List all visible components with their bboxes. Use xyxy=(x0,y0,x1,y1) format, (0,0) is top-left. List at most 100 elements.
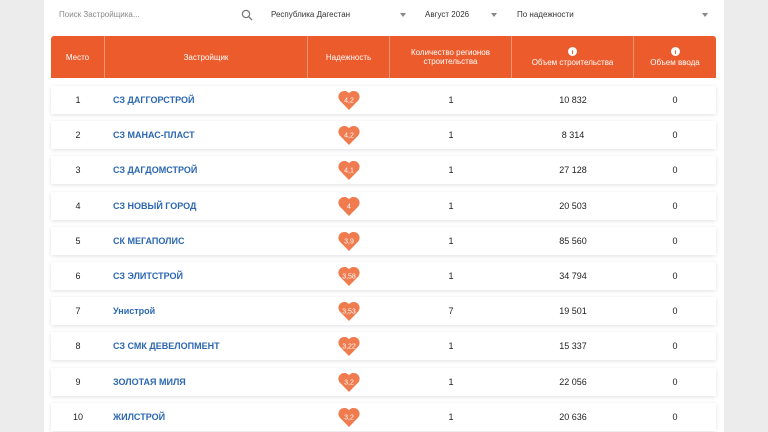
rating-value: 3,22 xyxy=(342,344,356,351)
developer-name[interactable]: ЗОЛОТАЯ МИЛЯ xyxy=(113,376,186,387)
cell: 22 056 xyxy=(559,376,587,387)
sort-select[interactable]: По надежности xyxy=(517,10,574,19)
rating-heart: 3,2 xyxy=(338,372,360,392)
rating-value: 3,53 xyxy=(342,309,356,316)
header-cell: Объем ввода xyxy=(634,36,716,78)
info-icon xyxy=(568,47,577,56)
info-mark xyxy=(674,50,676,54)
table-row: 3 СЗ ДАГДОМСТРОЙ 4,1 1 27 128 0 xyxy=(51,156,716,185)
heart-shape xyxy=(338,407,360,427)
cell: 0 xyxy=(672,235,678,246)
table-row: 9 ЗОЛОТАЯ МИЛЯ 3,2 1 22 056 0 xyxy=(51,367,716,396)
cell: 0 xyxy=(672,130,678,141)
cell: 0 xyxy=(672,411,678,422)
cell: 1 xyxy=(448,341,454,352)
rating-value: 3,58 xyxy=(342,273,356,280)
table-row: 1 СЗ ДАГГОРСТРОЙ 4,2 1 10 832 0 xyxy=(51,86,716,114)
rating-value: 3,9 xyxy=(344,238,354,245)
rating-heart: 4 xyxy=(338,196,360,216)
cell: 0 xyxy=(672,165,678,176)
cell: 20 503 xyxy=(559,200,587,211)
heart-shape xyxy=(338,372,360,392)
cell: 5 xyxy=(75,235,81,246)
developer-name[interactable]: СЗ ДАГДОМСТРОЙ xyxy=(113,165,198,176)
cell: 0 xyxy=(672,271,678,281)
rating-value: 3,2 xyxy=(344,379,354,386)
region-select[interactable]: Республика Дагестан xyxy=(271,10,351,19)
cell: 1 xyxy=(448,95,454,105)
cell: 1 xyxy=(448,376,454,387)
table-row: 8 СЗ СМК ДЕВЕЛОПМЕНТ 3,22 1 15 337 0 xyxy=(51,332,716,361)
rating-heart: 3,58 xyxy=(338,266,360,286)
heart-shape xyxy=(338,90,360,110)
cell: 9 xyxy=(75,376,81,387)
heart-shape xyxy=(338,196,360,216)
heart-shape xyxy=(338,302,360,322)
header-text: Надежность xyxy=(325,52,372,62)
rating-heart: 3,53 xyxy=(338,302,360,322)
table-header: Место Застройщик Надежность Количество реги… xyxy=(51,36,716,78)
cell: 19 501 xyxy=(559,306,587,317)
cell: 8 xyxy=(75,341,81,352)
developer-name[interactable]: СЗ ДАГГОРСТРОЙ xyxy=(113,95,195,105)
cell: 85 560 xyxy=(559,235,587,246)
cell: 4 xyxy=(75,200,81,211)
header-cell: Застройщик xyxy=(105,36,308,78)
rating-heart: 3,9 xyxy=(338,231,360,251)
cell: 34 794 xyxy=(559,271,587,281)
search-input[interactable]: Поиск Застройщика... xyxy=(59,10,140,19)
developer-name[interactable]: СЗ СМК ДЕВЕЛОПМЕНТ xyxy=(113,341,220,352)
rating-heart: 4,2 xyxy=(338,90,360,110)
month-select[interactable]: Август 2026 xyxy=(425,10,470,19)
developer-name[interactable]: СЗ ЭЛИТСТРОЙ xyxy=(113,271,183,281)
cell: 0 xyxy=(672,306,678,317)
developer-name[interactable]: СК МЕГАПОЛИС xyxy=(113,235,185,246)
cell: 1 xyxy=(448,165,454,176)
table-row: 5 СК МЕГАПОЛИС 3,9 1 85 560 0 xyxy=(51,226,716,255)
cell: 10 xyxy=(72,411,83,422)
cell: 3 xyxy=(75,165,81,176)
cell: 8 314 xyxy=(561,130,585,141)
header-cell: Количество регионов строительства xyxy=(390,36,512,78)
cell: 7 xyxy=(75,306,81,317)
heart-shape xyxy=(338,126,360,146)
cell: 27 128 xyxy=(559,165,587,176)
header-cell: Объем строительства xyxy=(512,36,634,78)
search-icon[interactable] xyxy=(241,9,253,21)
cell: 15 337 xyxy=(559,341,587,352)
cell: 10 832 xyxy=(559,95,587,105)
cell: 1 xyxy=(448,235,454,246)
info-icon xyxy=(670,47,680,56)
header-text: Застройщик xyxy=(183,52,229,62)
cell: 1 xyxy=(448,271,454,281)
cell: 2 xyxy=(75,130,81,141)
header-text: Место xyxy=(65,52,90,62)
heart-shape xyxy=(338,161,360,181)
cell: 0 xyxy=(672,200,678,211)
header-text: Объем ввода xyxy=(650,58,700,67)
table-row: 2 СЗ МАНАС-ПЛАСТ 4,2 1 8 314 0 xyxy=(51,121,716,150)
rating-value: 4,2 xyxy=(344,133,354,140)
header-text: Количество регионов строительства xyxy=(410,48,491,66)
rating-value: 3,2 xyxy=(344,414,354,421)
cell: 0 xyxy=(672,376,678,387)
cell: 7 xyxy=(448,306,454,317)
cell: 1 xyxy=(448,411,454,422)
developer-name[interactable]: СЗ НОВЫЙ ГОРОД xyxy=(113,200,197,211)
developer-name[interactable]: ЖИЛСТРОЙ xyxy=(113,411,166,422)
info-mark xyxy=(572,50,573,54)
table-row: 7 Унистрой 3,53 7 19 501 0 xyxy=(51,297,716,326)
developer-name[interactable]: Унистрой xyxy=(113,306,156,317)
heart-shape xyxy=(338,266,360,286)
rating-value: 4 xyxy=(347,203,351,210)
cell: 1 xyxy=(448,130,454,141)
developer-name[interactable]: СЗ МАНАС-ПЛАСТ xyxy=(113,130,195,141)
table-row: 4 СЗ НОВЫЙ ГОРОД 4 1 20 503 0 xyxy=(51,191,716,220)
header-cell: Надежность xyxy=(308,36,390,78)
rating-heart: 4,1 xyxy=(338,161,360,181)
heart-shape xyxy=(338,231,360,251)
header-text: Объем строительства xyxy=(531,58,614,67)
cell: 20 636 xyxy=(559,411,587,422)
rating-value: 4,2 xyxy=(344,97,354,104)
cell: 6 xyxy=(75,271,81,281)
